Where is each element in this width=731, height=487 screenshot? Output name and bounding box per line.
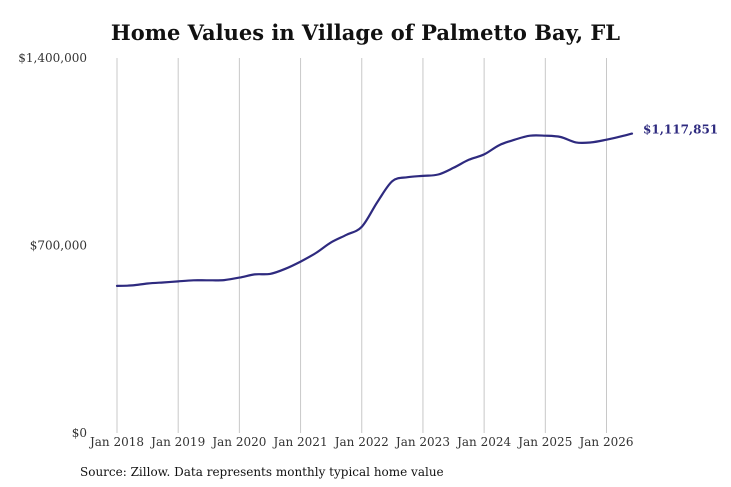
y-axis-ticks: $0 $700,000 $1,400,000 [18,51,87,440]
x-tick-label: Jan 2026 [577,435,633,449]
gridlines [116,58,608,433]
x-tick-label: Jan 2018 [88,435,144,449]
x-tick-label: Jan 2022 [333,435,389,449]
x-tick-label: Jan 2020 [210,435,266,449]
home-value-line [115,132,634,287]
y-tick-label: $0 [72,426,87,440]
source-note: Source: Zillow. Data represents monthly … [80,465,444,479]
x-axis-ticks: Jan 2018 Jan 2019 Jan 2020 Jan 2021 Jan 2022… [88,435,634,449]
x-tick-label: Jan 2025 [516,435,572,449]
latest-value-label: $1,117,851 [643,123,718,137]
x-tick-label: Jan 2021 [272,435,328,449]
y-tick-label: $700,000 [30,239,87,253]
x-tick-label: Jan 2024 [455,435,511,449]
chart-title: Home Values in Village of Palmetto Bay, … [110,20,621,45]
x-tick-label: Jan 2023 [394,435,450,449]
x-tick-label: Jan 2019 [149,435,205,449]
y-tick-label: $1,400,000 [18,51,87,65]
